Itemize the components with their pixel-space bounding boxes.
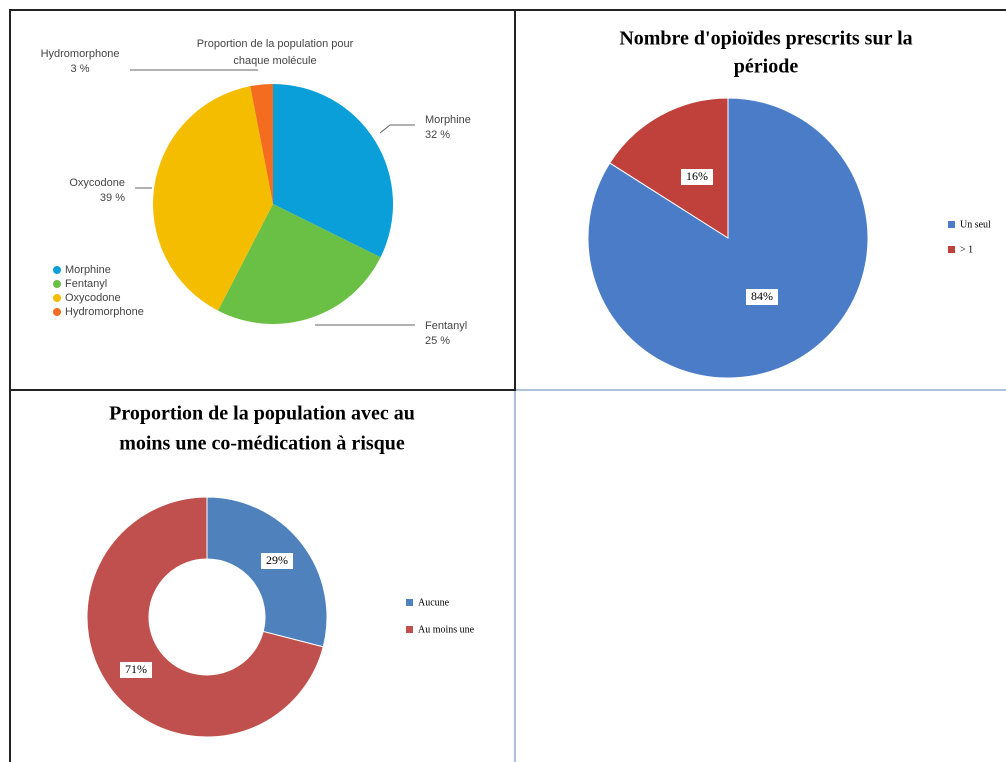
data-label-name: Oxycodone: [69, 177, 125, 189]
legend-swatch: [948, 246, 955, 253]
legend-label: Un seul: [960, 219, 991, 230]
chart-title: période: [734, 56, 799, 78]
data-label-name: Hydromorphone: [41, 48, 120, 60]
chart-title: Proportion de la population avec au: [109, 403, 415, 425]
pie-slice: [273, 84, 394, 258]
cell-border: [9, 9, 516, 391]
chart-title: chaque molécule: [233, 55, 316, 67]
legend-label: Aucune: [418, 597, 450, 608]
data-label-box: [681, 169, 713, 185]
data-label: 29%: [266, 553, 288, 567]
legend-label: Morphine: [65, 264, 111, 276]
data-label: 71%: [125, 662, 147, 676]
pie-slice: [587, 97, 869, 379]
legend-swatch: [53, 294, 61, 302]
legend-swatch: [53, 308, 61, 316]
donut-slice: [206, 496, 328, 648]
data-label-box: [746, 289, 778, 305]
legend-swatch: [53, 266, 61, 274]
legend-swatch: [406, 599, 413, 606]
leader-line: [379, 124, 415, 134]
data-label-box: [120, 662, 152, 678]
legend-label: Oxycodone: [65, 292, 121, 304]
data-label: 16%: [686, 169, 708, 183]
chart-title: Nombre d'opioïdes prescrits sur la: [619, 28, 912, 50]
pie-slice: [609, 97, 729, 239]
legend-swatch: [948, 221, 955, 228]
pie-slice: [250, 84, 273, 204]
pie-slice: [153, 86, 273, 311]
legend-label: Au moins une: [418, 624, 475, 635]
data-label-name: Fentanyl: [425, 320, 467, 332]
chart-title: Proportion de la population pour: [197, 38, 354, 50]
legend-swatch: [53, 280, 61, 288]
legend-label: Fentanyl: [65, 278, 107, 290]
legend-label: Hydromorphone: [65, 306, 144, 318]
data-label: 25 %: [425, 335, 450, 347]
pie-slice: [218, 204, 381, 325]
chart-title: moins une co-médication à risque: [119, 433, 405, 455]
legend-swatch: [406, 626, 413, 633]
data-label-box: [261, 553, 293, 569]
data-label: 32 %: [425, 129, 450, 141]
legend-label: > 1: [960, 244, 973, 255]
data-label: 39 %: [100, 192, 125, 204]
data-label: 3 %: [71, 63, 90, 75]
data-label: 84%: [751, 289, 773, 303]
data-label-name: Morphine: [425, 114, 471, 126]
